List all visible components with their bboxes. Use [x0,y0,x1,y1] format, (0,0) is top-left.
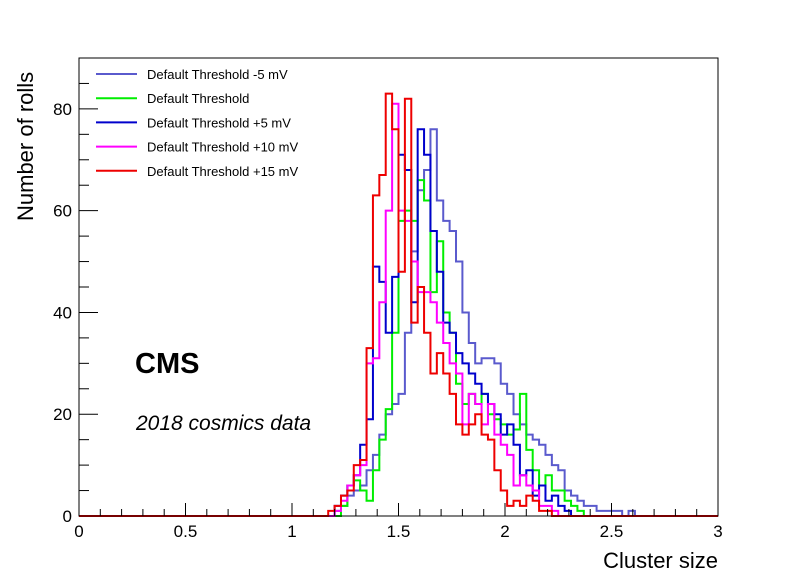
legend-label: Default Threshold -5 mV [147,67,288,82]
legend-entry: Default Threshold +15 mV [96,164,298,179]
series-layer [79,92,718,517]
axis-ticks [78,57,719,517]
legend-entry: Default Threshold [96,91,249,106]
experiment-label: CMS [135,348,199,380]
x-tick-label: 2.5 [600,522,624,541]
legend: Default Threshold -5 mV Default Threshold… [96,67,298,179]
y-tick-label: 20 [53,405,72,424]
y-tick-label: 80 [53,100,72,119]
y-tick-label: 40 [53,303,72,322]
x-tick-label: 1 [287,522,296,541]
y-axis-label: Number of rolls [13,72,38,221]
legend-entry: Default Threshold +10 mV [96,140,298,155]
y-tick-label: 0 [63,507,72,526]
legend-label: Default Threshold [147,91,249,106]
legend-entry: Default Threshold -5 mV [96,67,288,82]
x-tick-label: 1.5 [387,522,411,541]
legend-label: Default Threshold +10 mV [147,140,298,155]
x-tick-label: 2 [500,522,509,541]
legend-label: Default Threshold +15 mV [147,164,298,179]
x-tick-label: 0 [74,522,83,541]
series-line-3 [79,128,718,517]
legend-entry: Default Threshold +5 mV [96,115,291,130]
x-tick-label: 0.5 [174,522,198,541]
x-axis-label: Cluster size [603,548,718,573]
axis-tick-labels: 0 0.5 1 1.5 2 2.5 3 0 20 40 60 80 [53,100,723,541]
y-tick-label: 60 [53,202,72,221]
dataset-label: 2018 cosmics data [135,412,311,435]
legend-label: Default Threshold +5 mV [147,115,291,130]
series-line-5 [79,92,718,517]
x-tick-label: 3 [713,522,722,541]
